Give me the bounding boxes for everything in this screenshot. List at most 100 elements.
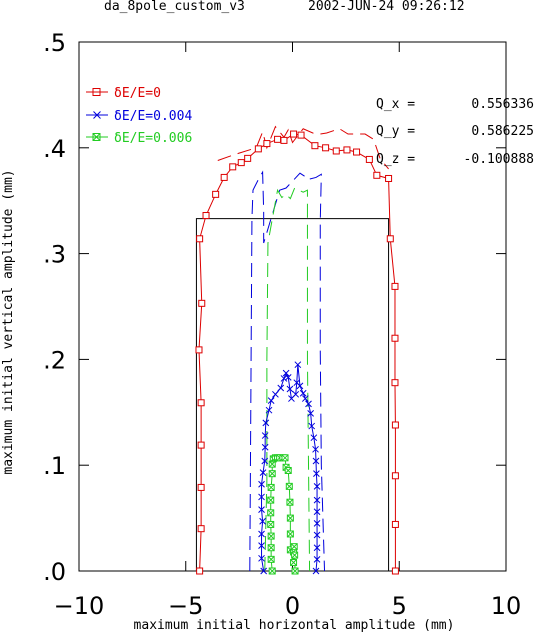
data-point: [285, 482, 293, 490]
data-point: [280, 375, 288, 382]
y-tick-label: .3: [43, 241, 66, 269]
data-point: [212, 190, 220, 198]
legend-label-series-0: δE/E=0: [114, 86, 161, 101]
data-point: [291, 567, 299, 575]
data-point: [262, 419, 270, 427]
data-point: [391, 421, 399, 429]
series-line-0: [198, 133, 396, 572]
data-point: [265, 406, 273, 414]
data-point: [312, 457, 320, 465]
data-point: [197, 483, 205, 491]
y-tick-label: .5: [43, 29, 66, 57]
tune-label-z: Q_z =: [376, 152, 415, 167]
data-point: [286, 514, 294, 522]
data-point: [202, 212, 210, 220]
data-point: [308, 422, 316, 430]
dashed-envelope-0: [217, 125, 389, 170]
data-point: [267, 520, 275, 528]
data-point: [280, 136, 288, 144]
data-point: [284, 466, 292, 474]
data-point: [343, 146, 351, 154]
data-point: [263, 140, 271, 148]
y-tick-label: .2: [43, 346, 66, 374]
data-point: [259, 517, 266, 525]
data-point: [261, 443, 269, 451]
data-point: [312, 445, 319, 453]
data-point: [258, 542, 265, 549]
data-point: [196, 235, 204, 243]
data-point: [267, 555, 275, 563]
data-point: [261, 457, 269, 465]
header-filename: da_8pole_custom_v3: [104, 0, 245, 14]
axis-ticks: −10 −5 0 5 10 .0 .1 .2 .3 .4 .5: [43, 29, 521, 620]
data-point: [259, 469, 267, 476]
data-point: [268, 567, 276, 575]
data-point: [353, 148, 361, 156]
x-tick-label: 5: [392, 592, 407, 620]
data-point: [274, 135, 282, 143]
data-point: [196, 567, 204, 575]
reference-box: [195, 218, 390, 571]
tune-label-x: Q_x =: [376, 97, 415, 112]
data-point: [267, 483, 275, 491]
data-point: [391, 567, 399, 575]
data-point: [261, 432, 269, 439]
data-point: [313, 544, 321, 552]
tune-value-z: -0.100888: [464, 152, 534, 167]
data-point: [299, 389, 307, 397]
y-tick-label: .1: [43, 452, 66, 480]
x-tick-label: −5: [168, 592, 203, 620]
data-point: [277, 384, 285, 392]
data-point: [229, 163, 237, 171]
data-point: [365, 155, 373, 163]
series-0: [195, 130, 399, 575]
data-point: [385, 174, 393, 182]
data-point: [296, 382, 304, 390]
legend-label-series-1: δE/E=0.004: [114, 109, 192, 124]
data-point: [311, 142, 319, 150]
legend: δE/E=0 δE/E=0.004 δE/E=0.006: [86, 86, 192, 146]
data-point: [282, 369, 290, 377]
data-point: [313, 531, 321, 539]
legend-entry-series-0: δE/E=0: [86, 86, 161, 101]
data-point: [297, 131, 305, 139]
data-point: [281, 454, 289, 462]
data-point: [260, 567, 268, 575]
data-point: [386, 235, 394, 243]
data-point: [267, 532, 275, 540]
data-point: [284, 374, 292, 381]
data-point: [272, 390, 279, 398]
data-point: [267, 509, 275, 517]
header-datetime: 2002-JUN-24 09:26:12: [308, 0, 465, 14]
data-point: [290, 559, 298, 567]
data-point: [391, 282, 399, 290]
data-point: [258, 554, 265, 562]
tune-value-y: 0.586225: [471, 124, 534, 139]
data-point: [391, 334, 399, 342]
data-point: [286, 530, 294, 538]
tune-value-x: 0.556336: [471, 97, 534, 112]
series-1: [258, 361, 321, 575]
data-point: [312, 567, 320, 575]
data-point: [237, 159, 245, 167]
data-point: [258, 530, 265, 538]
data-point: [258, 506, 265, 513]
data-point: [313, 556, 321, 563]
legend-entry-series-1: δE/E=0.004: [86, 109, 192, 124]
data-point: [322, 144, 330, 152]
data-point: [301, 395, 309, 402]
data-point: [267, 397, 275, 405]
y-axis-label: maximum initial vertical amplitude (mm): [1, 169, 16, 474]
data-point: [313, 520, 321, 527]
data-point: [305, 400, 312, 408]
data-point: [391, 520, 399, 528]
dashed-envelope-2: [264, 187, 311, 572]
data-point: [292, 390, 300, 398]
dashed-envelope-1: [249, 170, 326, 572]
y-tick-label: .0: [43, 558, 66, 586]
data-point: [197, 441, 205, 449]
data-point: [290, 543, 298, 551]
data-point: [313, 508, 321, 516]
tune-label-y: Q_y =: [376, 124, 415, 139]
